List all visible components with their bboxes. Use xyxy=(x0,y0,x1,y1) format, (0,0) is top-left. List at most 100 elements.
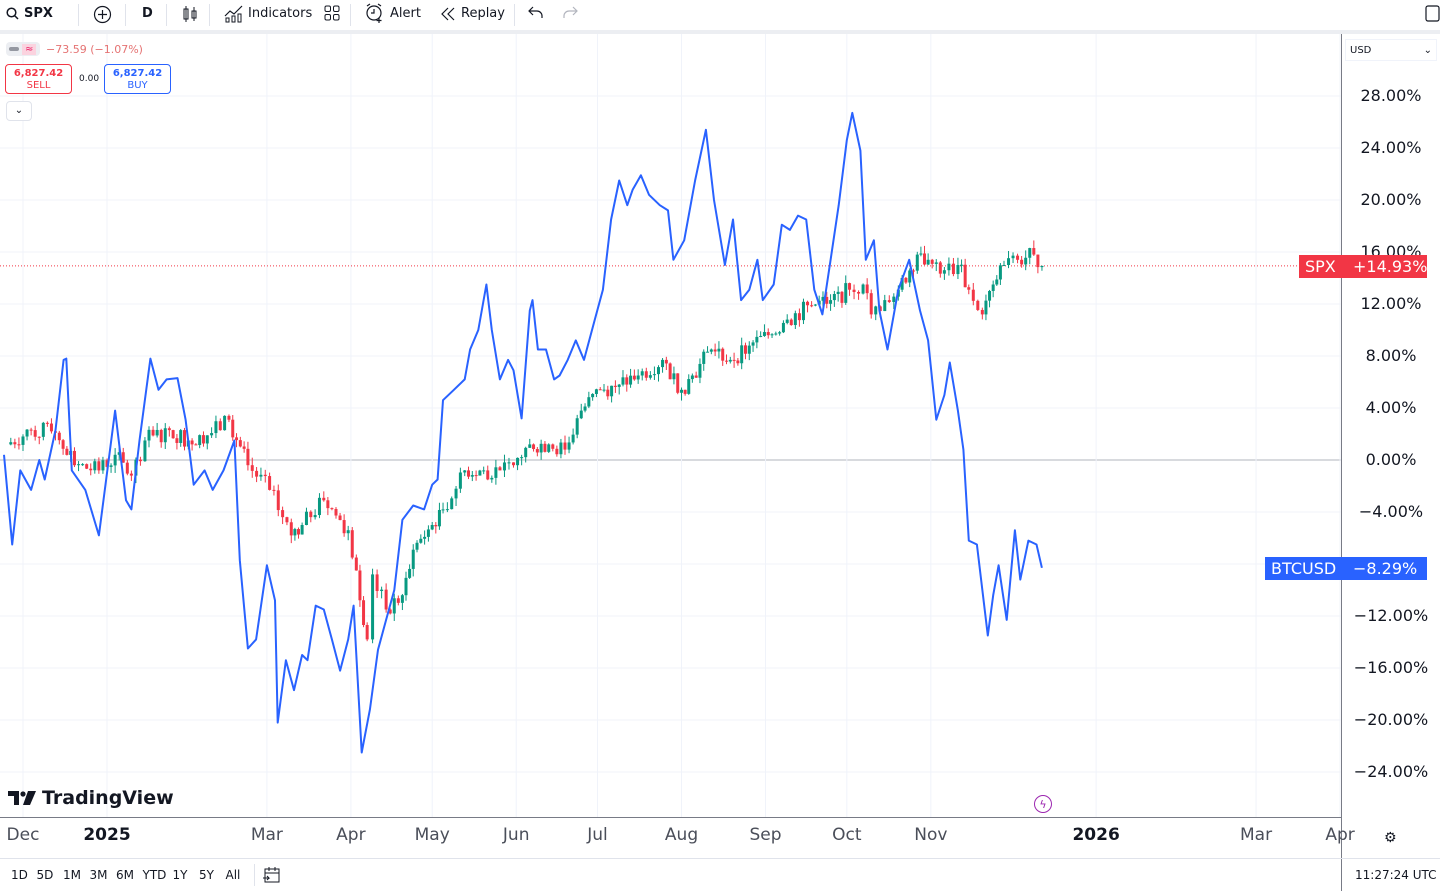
spx-candle xyxy=(57,432,61,441)
undo-button[interactable] xyxy=(528,6,543,19)
spx-candle xyxy=(676,373,680,393)
range-5y[interactable]: 5Y xyxy=(199,868,214,882)
spx-candle xyxy=(474,475,478,477)
spx-candle xyxy=(375,574,379,592)
spx-candle xyxy=(1016,255,1020,260)
spx-candle xyxy=(770,334,774,336)
spx-candle xyxy=(297,529,301,535)
spx-candle xyxy=(175,438,179,443)
spx-candle xyxy=(354,557,358,571)
spx-candle xyxy=(179,430,183,443)
spread-value: 0.00 xyxy=(79,74,100,84)
symbol-search-button[interactable]: SPX xyxy=(6,6,53,21)
range-1m[interactable]: 1M xyxy=(63,868,81,882)
spx-candle xyxy=(632,375,636,380)
spx-candle xyxy=(687,379,691,394)
x-tick-label: Oct xyxy=(832,825,862,845)
spx-candle xyxy=(117,452,121,455)
settings-icon[interactable]: ⚙ xyxy=(1384,830,1397,846)
spx-candle xyxy=(362,600,366,626)
spx-price-tag: SPX +14.93% xyxy=(1299,255,1427,278)
spx-candle xyxy=(583,406,587,411)
spx-candle xyxy=(61,440,65,449)
spx-candle xyxy=(304,511,308,525)
replay-icon xyxy=(441,7,455,20)
spx-candle xyxy=(1024,257,1028,265)
btcusd-line xyxy=(3,111,1043,754)
x-tick-label: Apr xyxy=(1325,825,1355,845)
spx-candle xyxy=(598,389,602,391)
alert-button[interactable]: Alert xyxy=(365,3,421,23)
spx-candle xyxy=(72,450,76,466)
range-1y[interactable]: 1Y xyxy=(172,868,188,882)
spx-candle xyxy=(231,419,235,438)
clock: 11:27:24 UTC xyxy=(1355,868,1437,882)
spx-candle xyxy=(797,313,801,321)
date-range-button[interactable] xyxy=(262,866,280,886)
spx-candle xyxy=(874,306,878,315)
buy-button[interactable]: 6,827.42 BUY xyxy=(104,64,171,94)
spx-candle xyxy=(97,461,101,471)
spx-candle xyxy=(919,253,923,255)
spx-candle xyxy=(463,470,467,473)
spx-candle xyxy=(129,473,133,476)
range-all[interactable]: All xyxy=(225,868,241,882)
interval-button[interactable]: D xyxy=(142,6,153,21)
spx-candle xyxy=(151,429,155,436)
sell-button[interactable]: 6,827.42 SELL xyxy=(5,64,72,94)
spx-candle xyxy=(289,522,293,536)
spx-candle xyxy=(652,374,656,376)
spx-candle xyxy=(644,371,648,378)
y-tick-label: 20.00% xyxy=(1360,190,1422,209)
spx-candle xyxy=(138,459,142,462)
spx-candle xyxy=(883,300,887,312)
range-5d[interactable]: 5D xyxy=(36,868,54,882)
spx-candle xyxy=(535,449,539,453)
range-1d[interactable]: 1D xyxy=(11,868,28,882)
x-tick-label: Apr xyxy=(336,825,366,845)
divider xyxy=(166,4,167,26)
lightning-icon[interactable]: ϟ xyxy=(1034,795,1052,813)
spx-candle xyxy=(159,429,163,443)
x-tick-label: Mar xyxy=(250,825,283,845)
spx-candle xyxy=(281,510,285,518)
spx-candle xyxy=(434,525,438,527)
spx-candle xyxy=(591,393,595,398)
spx-candle xyxy=(313,515,317,518)
spx-candle xyxy=(759,335,763,337)
indicators-button[interactable]: Indicators xyxy=(224,4,312,23)
range-ytd[interactable]: YTD xyxy=(142,868,167,882)
spx-candle xyxy=(486,470,490,480)
spx-candle xyxy=(728,359,732,362)
chart-type-button[interactable] xyxy=(182,5,198,23)
x-tick-label: Aug xyxy=(664,825,699,845)
spx-candle xyxy=(101,460,105,471)
panel-toggle-button[interactable] xyxy=(1425,5,1440,22)
x-tick-label: 2025 xyxy=(83,825,131,845)
spx-candle xyxy=(636,375,640,380)
y-tick-label: 28.00% xyxy=(1360,86,1422,105)
range-6m[interactable]: 6M xyxy=(116,868,134,882)
spx-candle xyxy=(458,472,462,489)
spx-candle xyxy=(567,442,571,450)
spx-candle xyxy=(621,377,625,385)
range-3m[interactable]: 3M xyxy=(89,868,108,882)
layouts-button[interactable] xyxy=(324,5,340,21)
redo-button[interactable] xyxy=(563,6,578,19)
spx-candle xyxy=(450,498,454,510)
spx-tag-value: +14.93% xyxy=(1353,257,1428,276)
currency-select[interactable]: USD ⌄ xyxy=(1345,39,1437,61)
spx-candle xyxy=(1032,248,1036,255)
replay-button[interactable]: Replay xyxy=(440,6,505,21)
collapse-legend-button[interactable]: ⌄ xyxy=(6,101,32,121)
spx-candle xyxy=(512,462,515,466)
spx-candle xyxy=(482,470,486,472)
legend-toggle[interactable]: ≈ xyxy=(6,42,40,56)
spx-candle xyxy=(613,385,617,387)
spx-candle xyxy=(163,428,167,443)
compare-symbol-button[interactable] xyxy=(93,5,112,24)
spx-candle xyxy=(415,542,419,550)
tradingview-logo[interactable]: TradingView xyxy=(8,787,174,809)
spx-candle xyxy=(520,457,524,459)
